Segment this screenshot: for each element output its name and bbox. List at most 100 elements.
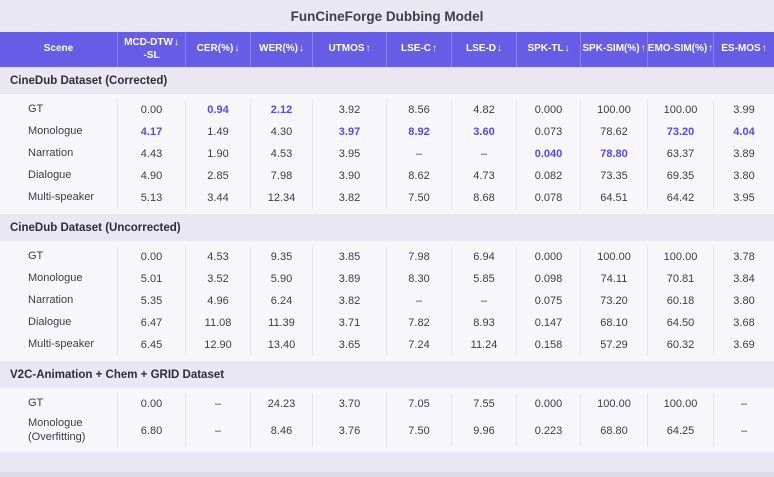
data-cell: 3.82 xyxy=(313,290,387,312)
data-cell: 7.50 xyxy=(387,415,452,447)
table-row: Dialogue 6.47 11.08 11.39 3.71 7.82 8.93 0.147 6… xyxy=(0,312,774,334)
data-cell: 6.24 xyxy=(251,290,313,312)
sort-down-icon: ↓ xyxy=(497,43,502,55)
scene-cell: Narration xyxy=(0,143,118,165)
data-cell: 64.50 xyxy=(648,312,714,334)
header-label: EMO-SIM(%)↑ xyxy=(647,43,714,55)
data-cell: 7.82 xyxy=(387,312,452,334)
table-row: Multi-speaker 6.45 12.90 13.40 3.65 7.24 11.24… xyxy=(0,334,774,356)
data-cell: – xyxy=(452,143,517,165)
data-cell: 6.47 xyxy=(118,312,186,334)
data-cell: 8.62 xyxy=(387,165,452,187)
data-cell: – xyxy=(186,393,251,415)
header-label: SPK-TL↓ xyxy=(527,43,570,55)
data-cell: 4.53 xyxy=(186,246,251,268)
section-title: V2C-Animation + Chem + GRID Dataset xyxy=(10,369,225,381)
data-cell: 0.078 xyxy=(517,187,581,209)
data-cell: 3.69 xyxy=(733,339,755,351)
data-cell: 100.00 xyxy=(648,246,714,268)
sort-up-icon: ↑ xyxy=(640,43,646,55)
data-cell: 69.35 xyxy=(648,165,714,187)
table-row: Monologue (Overfitting) 6.80–8.46 3.76 7.50 9… xyxy=(0,415,774,447)
scene-cell: Multi-speaker xyxy=(0,334,118,356)
data-cell: 68.80 xyxy=(581,415,648,447)
sort-up-icon: ↑ xyxy=(761,43,767,55)
page-title: FunCineForge Dubbing Model xyxy=(290,9,484,24)
data-cell: 3.95 xyxy=(313,143,387,165)
data-cell: 0.082 xyxy=(517,165,581,187)
data-cell: 63.37 xyxy=(648,143,714,165)
data-cell: 100.00 xyxy=(581,246,648,268)
data-cell: 3.89 xyxy=(733,148,755,160)
table-row: Monologue 4.17 1.49 4.30 3.97 8.92 3.60 0.073 78… xyxy=(0,121,774,143)
data-cell: 8.68 xyxy=(452,187,517,209)
table-row: Narration 5.35 4.96 6.24 3.82– –0.075 73.20 60.… xyxy=(0,290,774,312)
section-band: GT 0.00 4.53 9.35 3.85 7.98 6.94 0.000 100.00 100… xyxy=(0,241,774,361)
table-row: Narration 4.43 1.90 4.53 3.95– –0.040 78.80 63.… xyxy=(0,143,774,165)
data-cell: 13.40 xyxy=(251,334,313,356)
header-cell-es-mos: ES-MOS↑ xyxy=(714,32,774,67)
data-cell: 4.90 xyxy=(118,165,186,187)
data-cell: 68.10 xyxy=(581,312,648,334)
data-cell: 73.35 xyxy=(581,165,648,187)
section-title: CineDub Dataset (Uncorrected) xyxy=(10,222,181,234)
header-label: UTMOS↑ xyxy=(328,43,371,55)
data-cell: 7.98 xyxy=(251,165,313,187)
data-cell: 24.23 xyxy=(251,393,313,415)
data-cell: 0.075 xyxy=(517,290,581,312)
header-label: Scene xyxy=(43,43,74,55)
data-cell: 3.85 xyxy=(313,246,387,268)
data-cell: 0.158 xyxy=(517,334,581,356)
scene-cell: GT xyxy=(0,99,118,121)
header-cell-emo-sim-: EMO-SIM(%)↑ xyxy=(648,32,714,67)
header-label: ES-MOS↑ xyxy=(721,43,767,55)
data-cell: 57.29 xyxy=(581,334,648,356)
data-cell: 7.50 xyxy=(387,187,452,209)
header-label: LSE-D↓ xyxy=(466,43,502,55)
header-label: MCD-DTW↓ xyxy=(124,37,179,48)
data-cell: 73.20 xyxy=(648,121,714,143)
data-cell: 3.84 xyxy=(733,273,755,285)
data-cell: 11.24 xyxy=(452,334,517,356)
table-row: Multi-speaker 5.13 3.44 12.34 3.82 7.50 8.68 0.… xyxy=(0,187,774,209)
table-row: Dialogue 4.90 2.85 7.98 3.90 8.62 4.73 0.082 73.… xyxy=(0,165,774,187)
data-cell: 0.073 xyxy=(517,121,581,143)
data-cell: 3.92 xyxy=(313,99,387,121)
data-cell: 4.82 xyxy=(452,99,517,121)
data-cell: 0.00 xyxy=(118,246,186,268)
scene-cell: Narration xyxy=(0,290,118,312)
data-cell: 3.82 xyxy=(313,187,387,209)
data-cell: 8.30 xyxy=(387,268,452,290)
data-cell: 64.42 xyxy=(648,187,714,209)
table-row: GT 0.00–24.23 3.70 7.05 7.55 0.000 100.00 100.0… xyxy=(0,393,774,415)
data-cell: 12.90 xyxy=(186,334,251,356)
scene-cell: Monologue xyxy=(0,268,118,290)
table-row: GT 0.00 4.53 9.35 3.85 7.98 6.94 0.000 100.00 100… xyxy=(0,246,774,268)
data-cell: 8.46 xyxy=(251,415,313,447)
data-cell: 4.43 xyxy=(118,143,186,165)
data-cell: 60.18 xyxy=(648,290,714,312)
data-cell: 5.35 xyxy=(118,290,186,312)
data-cell: 11.39 xyxy=(251,312,313,334)
header-label: SPK-SIM(%)↑ xyxy=(582,43,646,55)
section-band: GT 0.00 0.94 2.12 3.92 8.56 4.82 0.000 100.00 100… xyxy=(0,94,774,214)
data-cell: 5.01 xyxy=(118,268,186,290)
data-cell: 0.000 xyxy=(517,99,581,121)
data-cell: 9.96 xyxy=(452,415,517,447)
data-cell: 2.85 xyxy=(186,165,251,187)
data-cell: – xyxy=(387,290,452,312)
data-cell: 6.94 xyxy=(452,246,517,268)
data-cell: 4.30 xyxy=(251,121,313,143)
table-row: Monologue 5.01 3.52 5.90 3.89 8.30 5.85 0.098 74… xyxy=(0,268,774,290)
data-cell: 3.71 xyxy=(313,312,387,334)
data-cell: – xyxy=(452,290,517,312)
data-cell: 64.51 xyxy=(581,187,648,209)
header-cell-lse-c: LSE-C↑ xyxy=(387,32,452,67)
header-cell-wer-: WER(%)↓ xyxy=(251,32,313,67)
data-cell: 100.00 xyxy=(648,393,714,415)
data-cell: 7.24 xyxy=(387,334,452,356)
data-cell: 74.11 xyxy=(581,268,648,290)
sort-up-icon: ↑ xyxy=(708,43,714,55)
data-cell: 3.99 xyxy=(733,104,755,116)
data-cell: 78.62 xyxy=(581,121,648,143)
